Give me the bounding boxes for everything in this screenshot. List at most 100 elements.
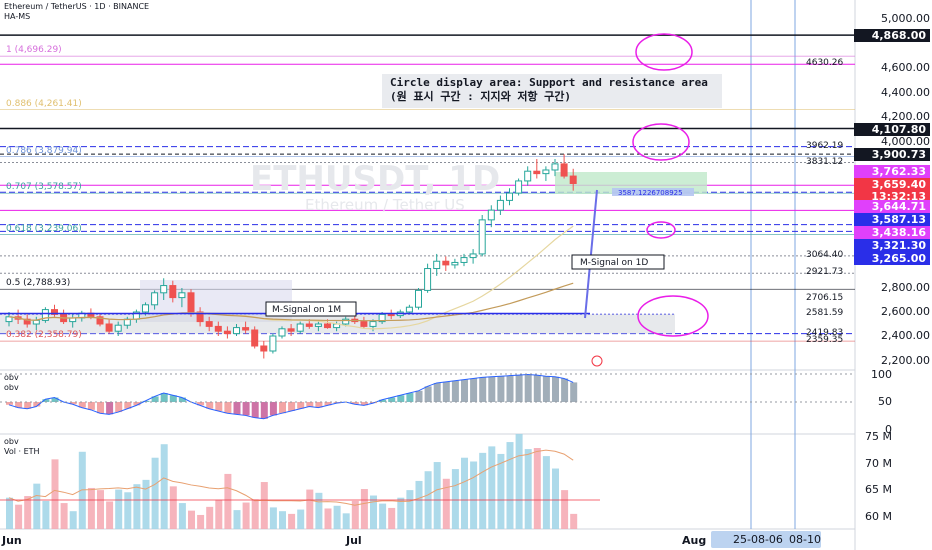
volume-bar — [333, 505, 341, 529]
price-tag: 3,265.00 — [854, 252, 930, 265]
candle-body — [178, 292, 186, 299]
date-tag-text: 25-08-06 — [733, 533, 783, 546]
volume-bar — [415, 480, 423, 529]
x-label-aug: Aug — [682, 534, 707, 547]
volume-bar — [479, 452, 487, 529]
volume-bar — [388, 507, 396, 529]
obv-bar — [324, 402, 332, 406]
x-label-jun: Jun — [2, 534, 22, 547]
volume-bar — [279, 511, 286, 529]
candle-body — [560, 163, 568, 177]
obv-bar — [142, 400, 150, 402]
volume-bar — [151, 457, 159, 529]
obv-bar — [288, 402, 296, 411]
candle-body — [360, 321, 368, 327]
obv-bar — [524, 374, 532, 402]
position-label-box — [612, 188, 694, 196]
obv-bar — [470, 378, 478, 402]
obv-bar — [197, 402, 205, 406]
candle-body — [551, 163, 559, 171]
indicator-tick: 75 M — [865, 430, 892, 443]
volume-bar — [115, 489, 123, 529]
obv-bar — [160, 393, 168, 402]
volume-bar — [142, 479, 150, 529]
volume-bar — [533, 448, 541, 529]
obv-bar — [479, 377, 487, 402]
price-tick: 2,200.00 — [881, 354, 930, 367]
fib-label: 0.618 (3,239.06) — [6, 223, 82, 234]
candle-body — [369, 321, 377, 327]
candle-body — [451, 261, 459, 266]
candle-body — [415, 289, 422, 308]
fib-label: 0.5 (2,788.93) — [6, 278, 71, 289]
annotation-box: Circle display area: Support and resista… — [382, 74, 722, 108]
obv-bar — [315, 402, 323, 408]
obv-bar — [97, 402, 104, 414]
indicator-tick: 70 M — [865, 457, 892, 470]
candle-body — [378, 313, 386, 323]
candle-body — [324, 323, 331, 329]
candle-body — [214, 325, 222, 332]
candle-body — [223, 330, 231, 335]
vol-subtitle: Vol · ETH — [4, 447, 40, 456]
obv-bar — [33, 402, 41, 407]
obv-bar — [78, 402, 86, 408]
obv-bar — [15, 402, 23, 408]
price-tag: 4,107.80 — [854, 123, 930, 136]
candle-body — [533, 170, 541, 175]
candle-body — [387, 313, 395, 317]
level-label: 3831.12 — [806, 156, 844, 167]
obv-title: obv — [4, 373, 19, 382]
volume-bar — [470, 461, 478, 529]
level-label: 2419.83 — [806, 327, 844, 338]
candle-body — [251, 329, 259, 347]
candle-body — [51, 309, 58, 315]
indicator-name: HA-MS — [4, 12, 31, 21]
obv-line — [8, 374, 574, 420]
support-resistance-circle — [646, 221, 676, 239]
alert-icon — [591, 355, 603, 367]
volume-bar — [297, 509, 305, 529]
volume-bar — [351, 500, 359, 529]
candle-body — [524, 170, 532, 182]
obv-bar — [224, 402, 232, 414]
price-tag: 3,900.73 — [854, 148, 930, 161]
m-signal-1d-label: M-Signal on 1D — [580, 258, 648, 268]
arrow-line — [584, 189, 598, 319]
obv-bar — [124, 402, 132, 409]
volume-bar — [497, 453, 505, 529]
volume-bar — [552, 468, 559, 529]
candle-body — [506, 192, 513, 201]
obv-bar — [242, 402, 250, 416]
price-tag: 3,644.71 — [854, 200, 930, 213]
candle-body — [542, 169, 550, 175]
obv-bar — [233, 402, 241, 415]
obv-bar — [488, 376, 496, 402]
volume-bar — [197, 514, 205, 529]
obv-bar — [69, 402, 77, 405]
volume-bar — [561, 490, 569, 529]
x-label-jul: Jul — [346, 534, 362, 547]
obv-bar — [442, 381, 450, 402]
candle-body — [296, 323, 304, 332]
candle-body — [41, 309, 49, 321]
price-tag: 13:32:13 — [854, 190, 930, 203]
candle-body — [469, 253, 477, 259]
obv-bar — [215, 402, 223, 411]
volume-bar — [442, 478, 450, 529]
level-label: 3962.19 — [806, 140, 844, 151]
fib-label: 0.786 (3,879.94) — [6, 145, 82, 156]
obv-bar — [133, 402, 141, 406]
volume-bar — [215, 499, 223, 529]
candle-body — [32, 319, 40, 325]
indicator-tick: 100 — [871, 368, 892, 381]
volume-bar — [97, 490, 104, 529]
level-label: 2706.15 — [806, 293, 844, 304]
candle-body — [260, 345, 268, 352]
candle-body — [515, 180, 523, 194]
obv-bar — [515, 375, 523, 402]
volume-bar — [106, 501, 114, 529]
obv-bar — [260, 402, 268, 419]
obv-bar — [561, 378, 569, 402]
